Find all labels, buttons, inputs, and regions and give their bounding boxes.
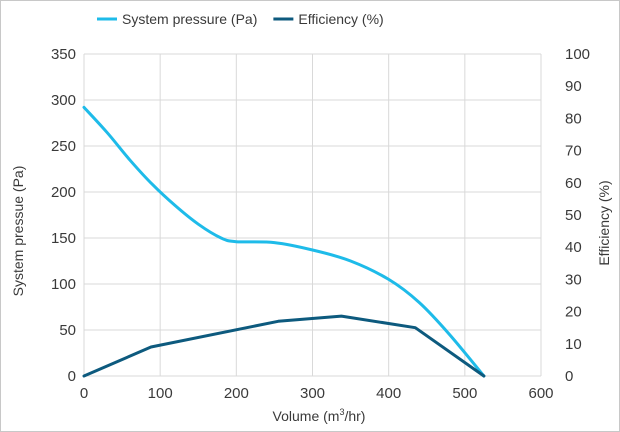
y-right-tick-label: 80 (565, 110, 582, 127)
y-right-tick-label: 20 (565, 304, 582, 321)
series-line-system-pressure (82, 105, 486, 378)
x-tick-label: 100 (148, 385, 173, 402)
tick-labels: 0 100 200 300 400 500 600050100150200250300350… (51, 46, 590, 402)
x-tick-label: 200 (224, 385, 249, 402)
y-right-tick-label: 10 (565, 336, 582, 353)
y-left-tick-label: 200 (51, 184, 76, 201)
x-tick-label: 300 (300, 385, 325, 402)
y-right-tick-label: 50 (565, 207, 582, 224)
y-right-tick-label: 30 (565, 271, 582, 288)
grid (83, 53, 542, 377)
x-tick-label: 600 (528, 385, 553, 402)
y-left-tick-label: 50 (59, 322, 76, 339)
legend: System pressure (Pa) Efficiency (%) (97, 11, 384, 27)
y-right-tick-label: 100 (565, 46, 590, 63)
y-right-tick-label: 70 (565, 143, 582, 160)
x-axis-label: Volume (m3/hr) (273, 407, 366, 424)
y-right-tick-label: 40 (565, 239, 582, 256)
legend-label: Efficiency (%) (298, 11, 383, 27)
y-left-tick-label: 250 (51, 138, 76, 155)
series-line-efficiency (82, 314, 486, 378)
y-axis-left-label: System pressue (Pa) (10, 166, 26, 297)
x-tick-label: 0 (80, 385, 88, 402)
y-left-tick-label: 100 (51, 276, 76, 293)
legend-label: System pressure (Pa) (122, 11, 257, 27)
series-layer (82, 105, 486, 378)
y-right-tick-label: 0 (565, 368, 573, 385)
x-tick-label: 400 (376, 385, 401, 402)
y-left-tick-label: 0 (68, 368, 76, 385)
x-tick-label: 500 (452, 385, 477, 402)
y-left-tick-label: 350 (51, 46, 76, 63)
y-right-tick-label: 60 (565, 175, 582, 192)
y-left-tick-label: 300 (51, 92, 76, 109)
y-right-tick-label: 90 (565, 78, 582, 95)
y-left-tick-label: 150 (51, 230, 76, 247)
y-axis-right-label: Efficiency (%) (596, 180, 612, 265)
